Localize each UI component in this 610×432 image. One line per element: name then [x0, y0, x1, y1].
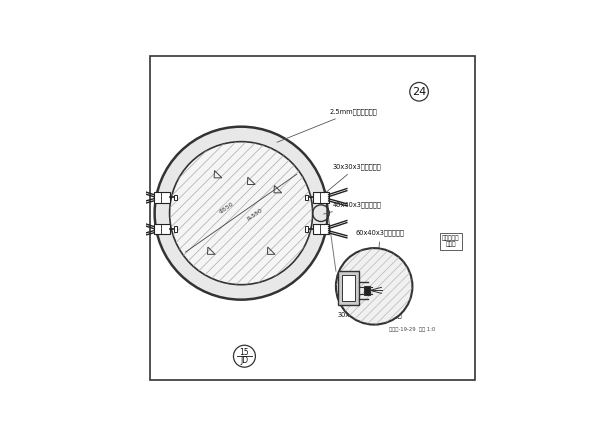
Text: 30x30x3钢铁矩方管切弧处理: 30x30x3钢铁矩方管切弧处理 — [337, 308, 402, 318]
Bar — [306, 194, 308, 200]
Bar — [174, 226, 177, 232]
Bar — [306, 226, 308, 232]
Circle shape — [410, 83, 428, 101]
Bar — [312, 224, 329, 235]
Text: 图号第-19-29  总图 1:0: 图号第-19-29 总图 1:0 — [389, 327, 436, 332]
Circle shape — [336, 248, 412, 324]
Text: R-550: R-550 — [246, 208, 263, 222]
Bar — [154, 224, 170, 235]
Bar — [364, 286, 370, 295]
Bar — [154, 192, 170, 203]
Text: JG-T21-9: JG-T21-9 — [356, 277, 385, 290]
Text: 15: 15 — [240, 348, 249, 357]
Text: 30x30x3钢铁矩方管: 30x30x3钢铁矩方管 — [323, 163, 381, 195]
Text: 幕墙施工工
节点图: 幕墙施工工 节点图 — [442, 235, 459, 248]
Bar — [342, 275, 355, 301]
Text: 2.5mm厚铝板吊顶板: 2.5mm厚铝板吊顶板 — [277, 108, 377, 142]
Text: 40x40x3钢管矩方管: 40x40x3钢管矩方管 — [324, 202, 381, 214]
Circle shape — [234, 345, 256, 367]
Bar — [174, 194, 177, 200]
Text: M8x20角调杠: M8x20角调杠 — [356, 257, 390, 281]
Bar — [312, 192, 329, 203]
Text: 60x40x3钢铁矩方管: 60x40x3钢铁矩方管 — [356, 230, 405, 262]
Text: 24: 24 — [412, 87, 426, 97]
Circle shape — [170, 142, 312, 285]
Circle shape — [154, 127, 328, 300]
Text: Φ550: Φ550 — [218, 201, 234, 215]
Text: JD: JD — [240, 356, 248, 365]
Bar — [337, 271, 359, 305]
